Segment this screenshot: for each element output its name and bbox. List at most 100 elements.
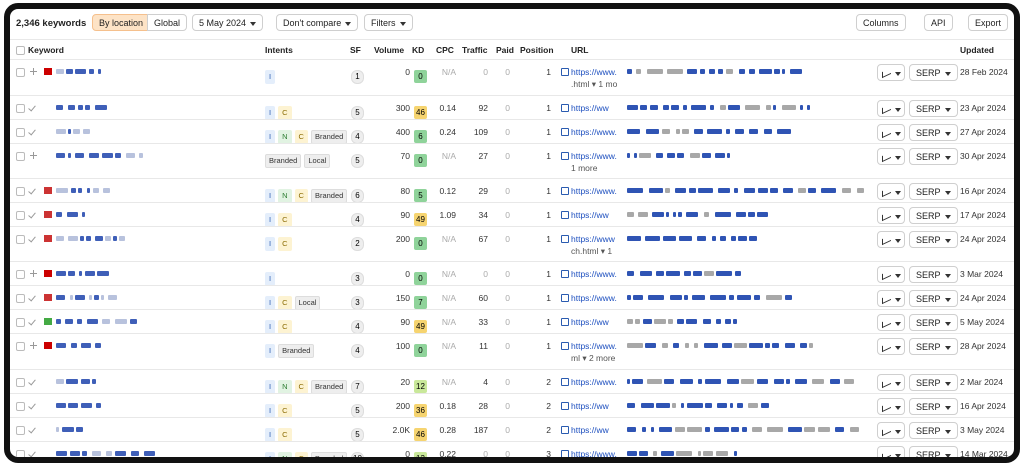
url-link[interactable]: https://www. <box>571 293 617 303</box>
chart-button[interactable] <box>877 422 905 439</box>
url-link[interactable]: https://ww <box>571 210 609 220</box>
header-url[interactable]: URL <box>571 45 589 55</box>
chart-button[interactable] <box>877 100 905 117</box>
url-link[interactable]: https://www <box>571 234 615 244</box>
blurred-url <box>795 379 807 384</box>
row-checkbox[interactable] <box>16 450 25 457</box>
serp-button[interactable]: SERP <box>909 148 958 165</box>
serp-button[interactable]: SERP <box>909 64 958 81</box>
date-picker[interactable]: 5 May 2024 <box>192 14 264 31</box>
url-link[interactable]: https://ww <box>571 425 609 435</box>
header-volume[interactable]: Volume <box>374 45 405 55</box>
blurred-url <box>844 379 854 384</box>
url-link[interactable]: https://www. <box>571 341 617 351</box>
export-button[interactable]: Export <box>968 14 1009 31</box>
chart-button[interactable] <box>877 266 905 283</box>
url-link[interactable]: https://ww <box>571 103 609 113</box>
plus-v <box>33 152 34 159</box>
blurred-url <box>835 427 844 432</box>
row-checkbox[interactable] <box>16 128 25 137</box>
chart-button[interactable] <box>877 231 905 248</box>
chart-button[interactable] <box>877 374 905 391</box>
header-kd[interactable]: KD <box>412 45 425 55</box>
serp-button[interactable]: SERP <box>909 124 958 141</box>
app-window: 2,346 keywords By location Global 5 May … <box>4 3 1020 463</box>
chart-button[interactable] <box>877 124 905 141</box>
api-button[interactable]: API <box>924 14 953 31</box>
compare-dropdown[interactable]: Don't compare <box>276 14 359 31</box>
row-checkbox[interactable] <box>16 68 25 77</box>
url-link[interactable]: https://www. <box>571 127 617 137</box>
blurred-url <box>627 69 632 74</box>
url-link[interactable]: https://www. <box>571 151 617 161</box>
header-cpc[interactable]: CPC <box>436 45 454 55</box>
chart-button[interactable] <box>877 398 905 415</box>
chart-button[interactable] <box>877 338 905 355</box>
kd-cell: 46 <box>414 102 427 120</box>
serp-button[interactable]: SERP <box>909 183 958 200</box>
blurred-url <box>788 427 802 432</box>
chart-button[interactable] <box>877 148 905 165</box>
serp-button[interactable]: SERP <box>909 446 958 457</box>
intent-chip: Branded <box>278 344 315 358</box>
serp-button[interactable]: SERP <box>909 338 958 355</box>
intent-chip: C <box>278 404 292 418</box>
row-checkbox[interactable] <box>16 426 25 435</box>
serp-button[interactable]: SERP <box>909 207 958 224</box>
chart-button[interactable] <box>877 446 905 457</box>
row-checkbox[interactable] <box>16 294 25 303</box>
serp-button[interactable]: SERP <box>909 266 958 283</box>
blurred-url <box>677 153 684 158</box>
serp-button[interactable]: SERP <box>909 231 958 248</box>
serp-button[interactable]: SERP <box>909 398 958 415</box>
row-checkbox[interactable] <box>16 318 25 327</box>
serp-button[interactable]: SERP <box>909 290 958 307</box>
chart-button[interactable] <box>877 183 905 200</box>
filters-button[interactable]: Filters <box>364 14 413 31</box>
row-checkbox[interactable] <box>16 152 25 161</box>
traffic: 11 <box>479 341 488 351</box>
by-location-toggle[interactable]: By location <box>92 14 151 31</box>
header-paid[interactable]: Paid <box>496 45 514 55</box>
columns-button[interactable]: Columns <box>856 14 906 31</box>
chart-button[interactable] <box>877 290 905 307</box>
caret <box>944 345 951 350</box>
chart-button[interactable] <box>877 207 905 224</box>
select-all-checkbox[interactable] <box>16 46 25 55</box>
row-checkbox[interactable] <box>16 402 25 411</box>
row-checkbox[interactable] <box>16 104 25 113</box>
updated: 30 Apr 2024 <box>960 151 1006 161</box>
paid: 0 <box>505 377 510 387</box>
url-link[interactable]: https://ww <box>571 317 609 327</box>
header-sf[interactable]: SF <box>350 45 361 55</box>
header-keyword[interactable]: Keyword <box>28 45 64 55</box>
blurred-url <box>670 295 682 300</box>
url-link[interactable]: https://www. <box>571 67 617 77</box>
url-link[interactable]: https://www. <box>571 449 617 459</box>
header-updated[interactable]: Updated <box>960 45 994 55</box>
row-checkbox[interactable] <box>16 342 25 351</box>
chart-button[interactable] <box>877 64 905 81</box>
row-checkbox[interactable] <box>16 235 25 244</box>
serp-button[interactable]: SERP <box>909 422 958 439</box>
row-checkbox[interactable] <box>16 187 25 196</box>
serp-button[interactable]: SERP <box>909 314 958 331</box>
header-traffic[interactable]: Traffic <box>462 45 488 55</box>
header-position[interactable]: Position <box>520 45 554 55</box>
serp-button[interactable]: SERP <box>909 100 958 117</box>
global-toggle[interactable]: Global <box>147 14 188 31</box>
chart-button[interactable] <box>877 314 905 331</box>
blurred-keyword <box>68 236 78 241</box>
serp-button[interactable]: SERP <box>909 374 958 391</box>
header-intents[interactable]: Intents <box>265 45 293 55</box>
url-link[interactable]: https://ww <box>571 401 609 411</box>
url-link[interactable]: https://www. <box>571 377 617 387</box>
row-checkbox[interactable] <box>16 211 25 220</box>
row-checkbox[interactable] <box>16 378 25 387</box>
row-divider <box>10 226 1014 227</box>
url-link[interactable]: https://www. <box>571 269 617 279</box>
blurred-keyword <box>82 212 85 217</box>
sf-badge: 4 <box>351 344 364 358</box>
row-checkbox[interactable] <box>16 270 25 279</box>
url-link[interactable]: https://www. <box>571 186 617 196</box>
